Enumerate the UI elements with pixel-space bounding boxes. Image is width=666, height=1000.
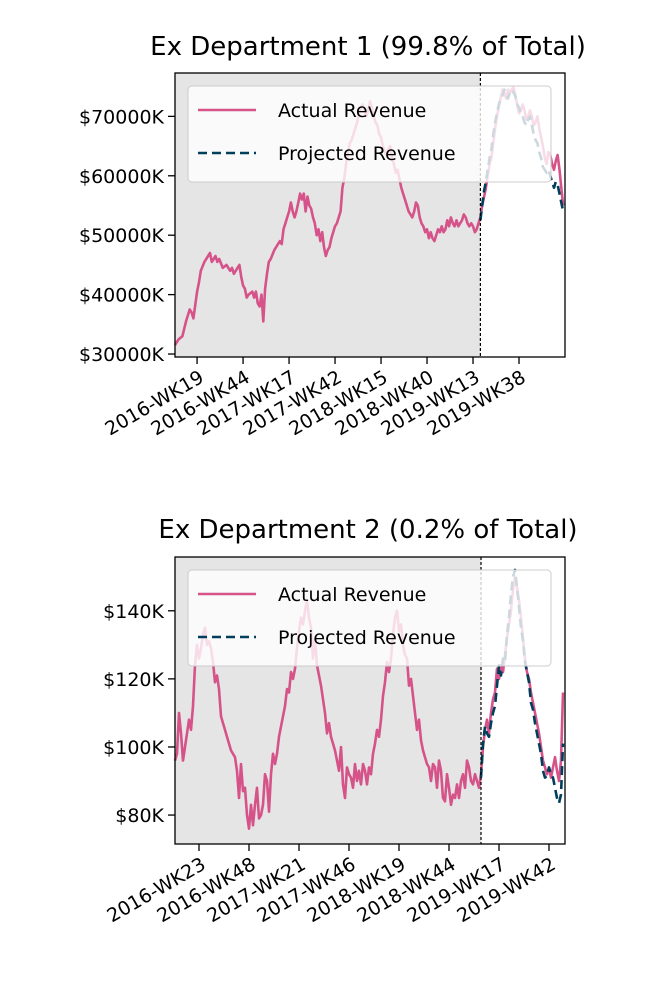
chart-title: Ex Department 2 (0.2% of Total) <box>158 515 577 545</box>
y-axis: $80K $100K $120K $140K <box>103 601 175 827</box>
actual-revenue-line <box>173 575 565 830</box>
y-tick-label: $30000K <box>79 344 165 366</box>
legend-actual-label: Actual Revenue <box>278 584 426 606</box>
y-tick-label: $70000K <box>79 106 165 128</box>
panel-department-2: Ex Department 2 (0.2% of Total) $80K $100… <box>103 515 577 927</box>
y-tick-label: $100K <box>103 737 164 759</box>
plot-frame <box>174 72 566 358</box>
legend-box <box>187 85 552 183</box>
legend-projected-label: Projected Revenue <box>278 143 456 165</box>
y-tick-label: $60000K <box>79 166 165 188</box>
chart-title: Ex Department 1 (99.8% of Total) <box>150 32 586 62</box>
y-tick-label: $140K <box>103 601 164 623</box>
x-axis: 2016-WK232016-WK482017-WK212017-WK462018… <box>103 844 560 927</box>
legend: Actual Revenue Projected Revenue <box>187 569 552 667</box>
y-tick-label: $120K <box>103 669 164 691</box>
y-tick-label: $50000K <box>79 225 165 247</box>
panel-department-1: Ex Department 1 (99.8% of Total) $30000K… <box>79 32 586 440</box>
legend: Actual Revenue Projected Revenue <box>187 85 552 183</box>
y-tick-label: $40000K <box>79 285 165 307</box>
x-axis: 2016-WK192016-WK442017-WK172017-WK422018… <box>101 357 530 440</box>
plot-frame <box>174 556 566 845</box>
legend-projected-label: Projected Revenue <box>278 627 456 649</box>
legend-actual-label: Actual Revenue <box>278 100 426 122</box>
y-tick-label: $80K <box>115 805 164 827</box>
legend-box <box>187 569 552 667</box>
y-axis: $30000K $40000K $50000K $60000K $70000K <box>79 106 175 366</box>
